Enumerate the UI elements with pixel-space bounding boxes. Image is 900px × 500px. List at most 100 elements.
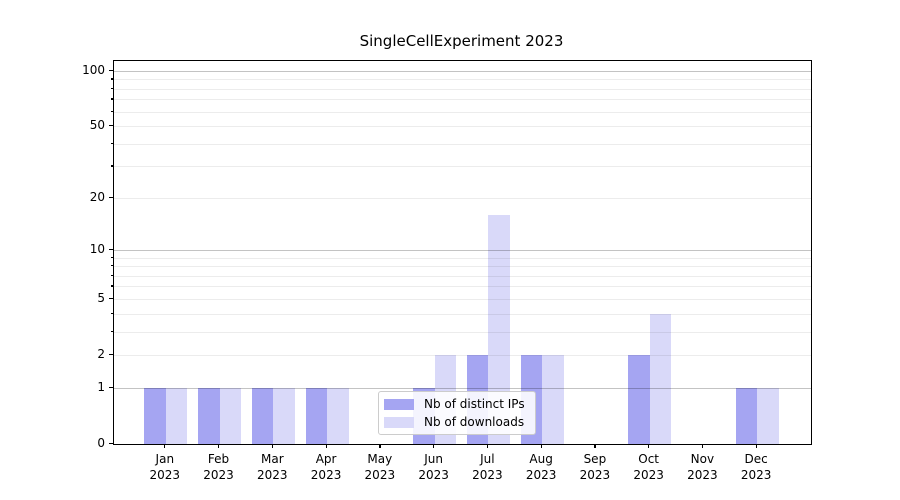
y-axis-minor-tick [110, 265, 113, 267]
x-tick-year: 2023 [687, 468, 718, 482]
x-tick-year: 2023 [633, 468, 664, 482]
bar-downloads-oct [649, 314, 672, 444]
x-tick-month: Aug [529, 452, 553, 466]
x-tick-month: Feb [207, 452, 230, 466]
x-axis-tick [755, 444, 757, 448]
legend-swatch-downloads [384, 416, 414, 428]
x-tick-month: Sep [583, 452, 607, 466]
x-axis-tick [701, 444, 704, 448]
y-axis-tick [109, 386, 113, 388]
bar-distinct-ips-mar [251, 388, 274, 444]
x-axis-month-label: Oct 2023 [614, 451, 684, 483]
bar-downloads-jul [488, 215, 510, 444]
y-axis-tick [109, 353, 113, 355]
legend-item: Nb of downloads [384, 415, 525, 429]
x-tick-month: Jul [480, 452, 495, 466]
x-tick-month: Mar [260, 452, 284, 466]
bar-distinct-ips-apr [305, 388, 328, 444]
x-tick-year: 2023 [472, 468, 503, 482]
gridline [114, 111, 811, 113]
bar-downloads-feb [219, 388, 242, 444]
plot-layers [114, 61, 811, 444]
x-axis-tick [486, 444, 489, 448]
y-axis-tick [109, 248, 113, 251]
bar-downloads-jan [165, 388, 188, 444]
bar-downloads-mar [273, 388, 295, 444]
y-axis-minor-tick [110, 256, 113, 258]
y-axis-tick [109, 297, 113, 300]
plot-area [113, 60, 812, 445]
y-axis-tick [109, 125, 113, 127]
x-axis-tick [648, 444, 650, 448]
x-axis-month-label: Jul 2023 [452, 451, 522, 483]
x-tick-month: Dec [744, 452, 768, 466]
bar-downloads-dec [757, 388, 779, 444]
y-axis-minor-tick [110, 87, 113, 89]
gridline [114, 166, 811, 168]
y-axis-minor-tick [110, 312, 113, 314]
gridline [114, 99, 811, 101]
gridline [114, 275, 811, 277]
x-axis-month-label: May 2023 [345, 451, 415, 483]
gridline [114, 331, 811, 333]
gridline [114, 70, 811, 72]
y-axis-tick-label: 0 [97, 435, 105, 450]
x-axis-month-label: Feb 2023 [184, 451, 254, 483]
y-axis-minor-tick [110, 78, 113, 80]
gridline [114, 286, 811, 288]
x-axis-tick [540, 444, 542, 448]
y-axis-tick [109, 442, 113, 444]
gridline [114, 88, 811, 90]
x-axis-tick [379, 444, 381, 448]
x-axis-tick [218, 444, 220, 448]
y-axis-minor-tick [110, 330, 113, 332]
x-axis-month-label: Apr 2023 [291, 451, 361, 483]
gridline [114, 298, 811, 300]
gridline [114, 126, 811, 128]
x-axis-month-label: Sep 2023 [560, 451, 630, 483]
legend-label: Nb of downloads [424, 415, 525, 429]
chart-title: SingleCellExperiment 2023 [359, 32, 564, 50]
x-axis-tick [594, 444, 596, 448]
bar-distinct-ips-jan [144, 388, 166, 444]
gridline [114, 257, 811, 259]
x-axis-month-label: Nov 2023 [667, 451, 737, 483]
x-axis-month-label: Jun 2023 [399, 451, 469, 483]
x-tick-month: Jun [424, 452, 443, 466]
bar-distinct-ips-oct [628, 355, 650, 444]
x-axis-month-label: Dec 2023 [721, 451, 791, 483]
x-tick-month: Nov [690, 452, 715, 466]
x-tick-year: 2023 [364, 468, 396, 482]
gridline [114, 143, 811, 145]
legend-label: Nb of distinct IPs [424, 397, 525, 411]
x-axis-tick [433, 444, 435, 448]
gridline [114, 313, 811, 315]
y-axis-tick-label: 1 [97, 379, 105, 394]
y-axis-tick-label: 10 [89, 241, 105, 256]
x-tick-month: Apr [315, 452, 337, 466]
y-axis-tick-label: 5 [97, 290, 105, 305]
bar-distinct-ips-dec [735, 388, 758, 444]
x-tick-year: 2023 [418, 468, 449, 482]
x-tick-year: 2023 [203, 468, 234, 482]
y-axis-minor-tick [110, 165, 113, 167]
x-tick-month: Oct [638, 452, 659, 466]
x-axis-tick [325, 444, 327, 448]
y-axis-tick [109, 69, 113, 72]
gridline [114, 249, 811, 251]
gridline [114, 266, 811, 268]
x-tick-year: 2023 [257, 468, 288, 482]
gridline [114, 197, 811, 199]
legend-item: Nb of distinct IPs [384, 397, 525, 411]
bar-downloads-apr [327, 388, 349, 444]
x-tick-year: 2023 [740, 468, 772, 482]
bar-distinct-ips-feb [198, 388, 220, 444]
y-axis-minor-tick [110, 285, 113, 287]
x-axis-month-label: Aug 2023 [506, 451, 576, 483]
x-axis-month-label: Jan 2023 [130, 451, 200, 483]
gridline [114, 354, 811, 356]
y-axis-minor-tick [110, 98, 113, 100]
y-axis-minor-tick [110, 274, 113, 276]
x-axis-tick [271, 444, 273, 448]
